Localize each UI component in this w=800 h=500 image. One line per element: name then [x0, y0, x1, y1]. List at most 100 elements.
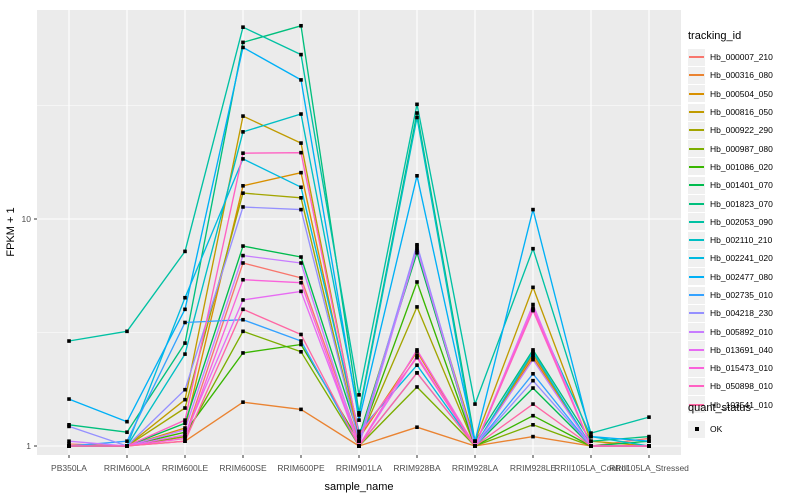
legend-item-Hb_013691_040: Hb_013691_040: [688, 341, 798, 359]
data-point: [415, 250, 419, 255]
data-point: [357, 436, 361, 441]
data-point: [531, 348, 535, 352]
legend-key-point-icon: [688, 420, 705, 438]
data-points: [67, 23, 651, 448]
data-point: [531, 434, 535, 439]
legend-item-Hb_002735_010: Hb_002735_010: [688, 286, 798, 304]
data-point: [415, 115, 419, 120]
data-point: [415, 425, 419, 430]
data-point: [299, 112, 303, 116]
data-point: [125, 329, 129, 334]
data-point: [415, 111, 419, 115]
data-point: [299, 407, 303, 412]
data-point: [241, 205, 245, 209]
data-point: [67, 442, 71, 446]
data-point: [589, 434, 593, 439]
data-point: [357, 433, 361, 437]
data-point: [415, 305, 419, 309]
data-point: [183, 427, 187, 432]
data-point: [531, 353, 535, 358]
data-point: [241, 400, 245, 404]
data-point: [299, 195, 303, 200]
data-point: [357, 411, 361, 415]
legend-tracking-id: tracking_id Hb_000007_210 Hb_000316_080 Hb…: [688, 30, 798, 414]
x-tick-label: RRIM600LA: [104, 463, 151, 473]
legend-item-Hb_000504_050: Hb_000504_050: [688, 85, 798, 103]
data-point: [647, 415, 651, 419]
data-point: [531, 386, 535, 390]
data-point: [299, 339, 303, 343]
data-point: [183, 436, 187, 441]
legend-item-label: Hb_000922_290: [710, 125, 773, 136]
legend-item-list: Hb_000007_210 Hb_000316_080 Hb_000504_050 H…: [688, 48, 798, 414]
data-point: [473, 402, 477, 406]
data-point: [299, 332, 303, 337]
data-point: [67, 424, 71, 429]
data-point: [415, 350, 419, 354]
data-point: [183, 295, 187, 300]
legend-key-line-icon: [688, 48, 705, 66]
data-point: [241, 261, 245, 265]
legend-item-Hb_000316_080: Hb_000316_080: [688, 66, 798, 84]
legend-item-Hb_002110_210: Hb_002110_210: [688, 231, 798, 249]
legend-title: tracking_id: [688, 30, 742, 42]
legend-item-Hb_001823_070: Hb_001823_070: [688, 194, 798, 213]
data-point: [531, 308, 535, 313]
legend-key-line-icon: [688, 304, 705, 322]
legend-key-line-icon: [688, 66, 705, 84]
legend-item-label: Hb_002735_010: [710, 290, 773, 300]
legend-key-line-icon: [688, 140, 705, 158]
data-point: [241, 45, 245, 50]
legend-item-Hb_002241_020: Hb_002241_020: [688, 249, 798, 267]
data-point: [415, 173, 419, 178]
data-point: [183, 418, 187, 422]
legend-item-label: Hb_103541_010: [710, 399, 773, 410]
data-point: [183, 430, 187, 435]
y-tick-label: 1: [26, 441, 31, 451]
legend-item-label: Hb_015473_010: [710, 363, 773, 374]
legend-item-label: Hb_004218_230: [710, 308, 773, 319]
data-point: [299, 52, 303, 57]
data-point: [531, 402, 535, 406]
data-point: [647, 444, 651, 448]
data-point: [299, 289, 303, 294]
data-point: [241, 253, 245, 258]
data-point: [183, 249, 187, 254]
legend-key-line-icon: [688, 176, 705, 194]
data-point: [183, 320, 187, 325]
data-point: [531, 355, 535, 360]
legend-item-label: Hb_013691_040: [710, 344, 773, 355]
data-point: [67, 397, 71, 401]
data-point: [183, 406, 187, 410]
data-point: [241, 130, 245, 134]
data-point: [241, 25, 245, 29]
legend-item-label: Hb_002110_210: [710, 235, 773, 246]
data-point: [183, 397, 187, 402]
y-axis-title: FPKM + 1: [5, 207, 17, 256]
legend-item-Hb_000922_290: Hb_000922_290: [688, 121, 798, 139]
legend-key-line-icon: [688, 213, 705, 231]
legend-item-Hb_001401_070: Hb_001401_070: [688, 176, 798, 194]
legend-key-line-icon: [688, 396, 705, 414]
legend-key-line-icon: [688, 268, 705, 286]
x-tick-label: PB350LA: [51, 463, 87, 473]
data-point: [67, 444, 71, 448]
data-point: [241, 329, 245, 334]
data-point: [415, 355, 419, 360]
legend-item-Hb_000007_210: Hb_000007_210: [688, 48, 798, 66]
data-point: [647, 434, 651, 439]
data-point: [647, 439, 651, 443]
data-point: [241, 317, 245, 322]
legend-item-label: Hb_002053_090: [710, 216, 773, 227]
data-point: [357, 429, 361, 434]
data-point: [125, 444, 129, 448]
data-point: [241, 298, 245, 302]
legend2-title: quant_status: [688, 402, 751, 414]
legend2-item-list: OK: [688, 420, 798, 438]
data-point: [183, 352, 187, 356]
data-point: [241, 351, 245, 355]
data-point: [299, 23, 303, 28]
axis-ticks-and-labels: 1 10 PB350LA RRIM600LA RRIM600LE RRIM600SE RRI…: [22, 214, 690, 473]
data-point: [183, 433, 187, 437]
data-point: [415, 385, 419, 389]
